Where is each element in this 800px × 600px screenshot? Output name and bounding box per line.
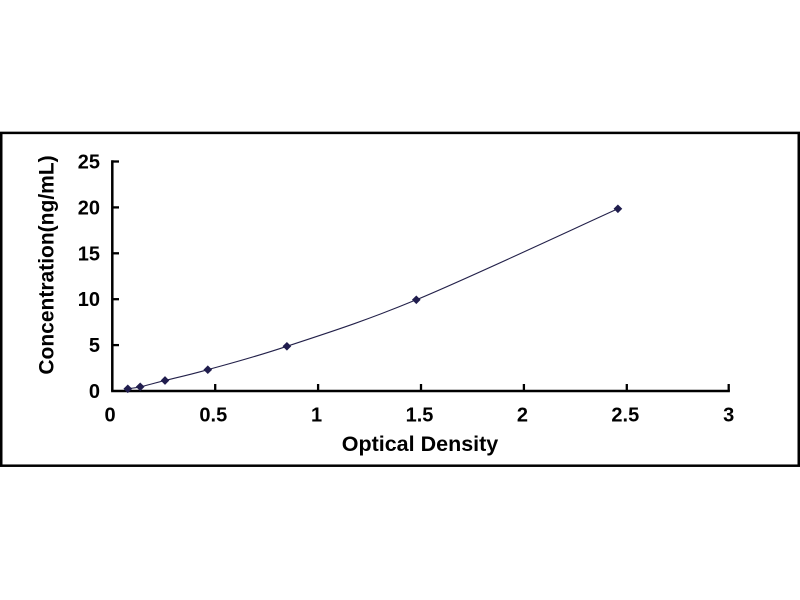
svg-text:0: 0 <box>104 405 115 427</box>
svg-text:2.5: 2.5 <box>611 405 639 427</box>
svg-text:2: 2 <box>517 405 528 427</box>
svg-text:0.5: 0.5 <box>199 405 227 427</box>
svg-text:Optical Density: Optical Density <box>342 432 499 456</box>
svg-text:3: 3 <box>723 405 734 427</box>
svg-text:Concentration(ng/mL): Concentration(ng/mL) <box>36 155 59 374</box>
svg-text:15: 15 <box>78 243 100 265</box>
svg-text:1.5: 1.5 <box>406 405 434 427</box>
svg-text:20: 20 <box>78 197 100 219</box>
svg-text:10: 10 <box>78 289 100 311</box>
svg-text:5: 5 <box>89 335 100 357</box>
svg-text:0: 0 <box>89 381 100 403</box>
svg-text:25: 25 <box>78 152 100 174</box>
svg-text:1: 1 <box>311 405 322 427</box>
